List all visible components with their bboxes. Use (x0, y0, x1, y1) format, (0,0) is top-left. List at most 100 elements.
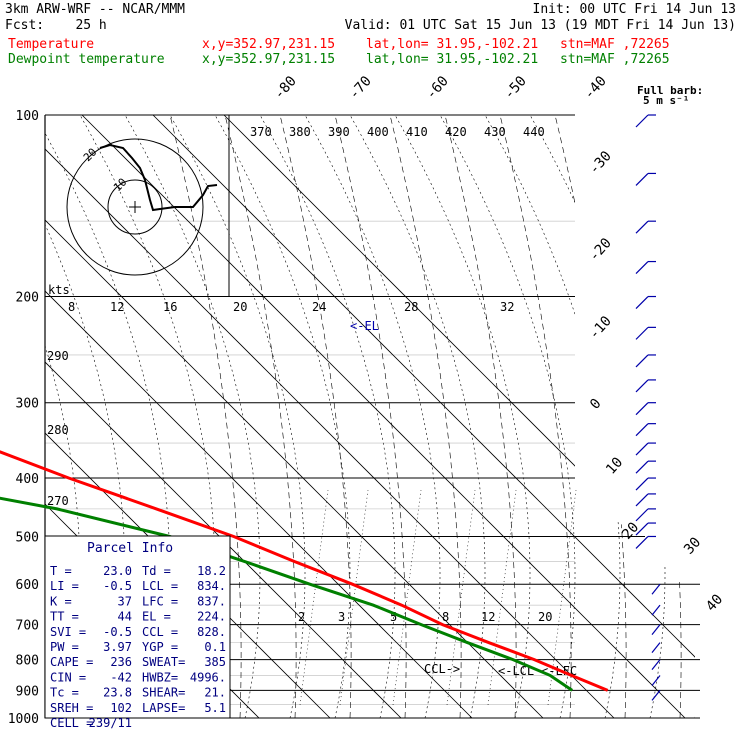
theta-dry-label: 12 (110, 300, 124, 314)
mixing-ratio-line (299, 489, 329, 706)
barb-key-label: Full barb: (637, 84, 703, 97)
pressure-tick-label: 1000 (8, 712, 39, 727)
wind-barb (635, 326, 649, 340)
parcel-label: Td = (142, 564, 171, 578)
hodograph-ring-20 (66, 138, 204, 276)
parcel-value: 4996. (190, 670, 226, 684)
hodograph-trace (99, 143, 218, 212)
el-marker: <-EL (350, 319, 379, 333)
parcel-label: CELL = (50, 716, 93, 730)
parcel-value: 44 (118, 610, 132, 624)
moist-adiabat (609, 115, 682, 718)
parcel-label: T = (50, 564, 72, 578)
pressure-tick-label: 500 (16, 530, 39, 545)
wind-barb-low (651, 642, 661, 654)
parcel-value: -0.5 (103, 579, 132, 593)
theta-dry-label: 8 (68, 300, 75, 314)
parcel-label: LCL = (142, 579, 178, 593)
theta-dry-label: 28 (404, 300, 418, 314)
mixing-ratio-line (487, 489, 517, 706)
temperature-legend-xy: x,y=352.97,231.15 (202, 37, 336, 52)
theta-dry-label: 32 (500, 300, 514, 314)
wind-barb (635, 536, 649, 549)
parcel-label: EL = (142, 610, 171, 624)
forecast-hour: Fcst: 25 h (5, 18, 107, 33)
wind-barb (635, 379, 649, 393)
wind-barb (635, 220, 649, 234)
parcel-value: 3.97 (103, 640, 132, 654)
wind-barb (635, 114, 649, 128)
theta-dry-label: 20 (233, 300, 247, 314)
theta-label: 420 (445, 125, 467, 139)
theta-label: 380 (289, 125, 311, 139)
pressure-tick-label: 200 (16, 291, 39, 306)
isotherm-label: -40 (581, 73, 610, 103)
parcel-value: -42 (110, 670, 132, 684)
parcel-value: 0.1 (204, 640, 226, 654)
wind-barb-low (651, 690, 661, 701)
mixing-ratio-line (446, 489, 476, 706)
dry-adiabat (394, 115, 531, 718)
theta-label: 410 (406, 125, 428, 139)
pressure-tick-label: 100 (16, 109, 39, 124)
isotherm-line (223, 115, 695, 718)
dry-adiabat (304, 115, 441, 718)
barb-key-unit: 5 m s⁻¹ (643, 94, 689, 107)
wind-barb (635, 173, 649, 186)
model-title: 3km ARW-WRF -- NCAR/MMM (5, 2, 186, 17)
parcel-value: 385 (204, 655, 226, 669)
parcel-value: 828. (197, 625, 226, 639)
wind-barb (635, 423, 649, 437)
wind-barb-low (651, 583, 661, 595)
parcel-label: SVI = (50, 625, 86, 639)
theta-label: 390 (328, 125, 350, 139)
mixing-ratio-line (392, 489, 422, 706)
mixing-ratio-label: 5 (390, 610, 397, 624)
thetae-label: 270 (47, 494, 69, 508)
moist-adiabat (279, 115, 352, 718)
wind-barb (635, 508, 649, 522)
isotherm-label: -60 (423, 73, 452, 103)
isotherm-label: 40 (703, 591, 726, 614)
dry-adiabat (439, 115, 576, 718)
parcel-value: 23.0 (103, 564, 132, 578)
wind-barb (635, 261, 649, 274)
isotherm-line (45, 115, 402, 718)
dewpoint-legend-xy: x,y=352.97,231.15 (202, 52, 336, 67)
dry-adiabat (169, 115, 306, 718)
mixing-ratio-label: 2 (298, 610, 305, 624)
isotherm-label: -30 (586, 148, 615, 178)
mixing-ratio-label: 12 (481, 610, 495, 624)
parcel-value: 236 (110, 655, 132, 669)
parcel-label: TT = (50, 610, 79, 624)
theta-label: 400 (367, 125, 389, 139)
thetae-label: 280 (47, 423, 69, 437)
parcel-label: PW = (50, 640, 79, 654)
pressure-tick-label: 300 (16, 397, 39, 412)
parcel-label: CCL = (142, 625, 178, 639)
wind-barb (635, 354, 649, 368)
hodograph: 10 20 kts (48, 115, 230, 297)
parcel-value: 37 (118, 594, 132, 608)
parcel-label: HWBZ= (142, 670, 178, 684)
isotherm-label: -10 (586, 313, 615, 343)
isotherm-line (152, 115, 695, 718)
hodograph-units: kts (48, 283, 70, 297)
theta-label: 370 (250, 125, 272, 139)
isotherm-label: -70 (346, 73, 375, 103)
pressure-tick-label: 800 (16, 654, 39, 669)
isotherm-label: 10 (603, 454, 626, 477)
wind-barb (635, 460, 649, 474)
isotherm-line (45, 115, 615, 718)
isotherm-line (45, 115, 473, 718)
wind-barb (635, 493, 649, 507)
sounding-series (0, 450, 609, 692)
wind-barb-low (651, 624, 661, 635)
parcel-value: 834. (197, 579, 226, 593)
theta-label: 440 (523, 125, 545, 139)
dewpoint-legend-stn: stn=MAF ,72265 (560, 52, 670, 67)
pressure-tick-label: 400 (16, 472, 39, 487)
parcel-value: 224. (197, 610, 226, 624)
parcel-label: CIN = (50, 670, 86, 684)
